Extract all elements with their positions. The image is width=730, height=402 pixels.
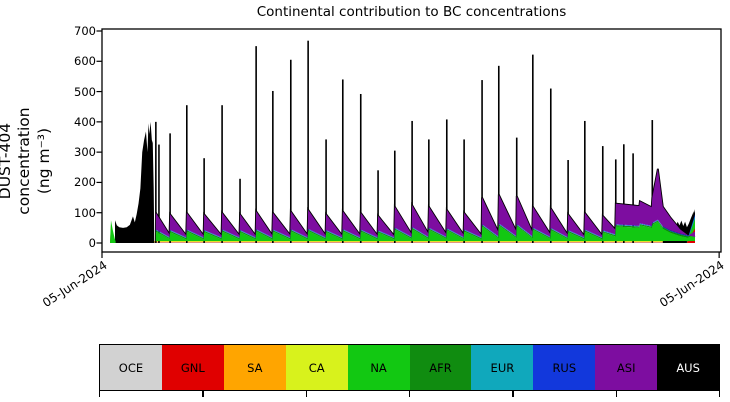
y-tick-label-200: 200 xyxy=(74,175,96,190)
y-tick-label-0: 0 xyxy=(88,236,96,250)
legend-axis-tick xyxy=(409,391,411,397)
legend-item-EUR: EUR xyxy=(471,345,534,390)
y-axis-label-line2: (ng m⁻³) xyxy=(34,127,53,195)
legend: OCE GNL SA CA NA AFR EUR RUS ASI AUS xyxy=(99,344,720,391)
legend-label: GNL xyxy=(180,360,205,375)
y-tick-label-100: 100 xyxy=(74,205,96,220)
legend-label: CA xyxy=(308,360,325,375)
legend-label: NA xyxy=(370,360,387,375)
legend-item-ASI: ASI xyxy=(595,345,658,390)
legend-label: SA xyxy=(247,360,263,375)
legend-item-OCE: OCE xyxy=(100,345,162,390)
y-tick-label-300: 300 xyxy=(74,145,96,160)
legend-item-RUS: RUS xyxy=(533,345,596,390)
legend-label: ASI xyxy=(616,360,636,375)
y-tick-label-700: 700 xyxy=(74,24,96,38)
y-tick-label-600: 600 xyxy=(74,54,96,69)
legend-item-AFR: AFR xyxy=(409,345,472,390)
y-axis-label-line1: DUST-404 concentration xyxy=(0,107,34,215)
legend-label: OCE xyxy=(118,360,144,375)
legend-item-GNL: GNL xyxy=(161,345,224,390)
y-axis-label: DUST-404 concentration (ng m⁻³) xyxy=(0,76,54,246)
legend-axis-tick xyxy=(615,391,618,397)
legend-item-AUS: AUS xyxy=(657,345,720,390)
legend-label: RUS xyxy=(552,360,577,375)
legend-label: EUR xyxy=(490,360,515,375)
legend-axis-tick xyxy=(305,391,308,397)
legend-axis-tick xyxy=(202,391,204,397)
legend-label: AUS xyxy=(676,360,700,375)
legend-item-NA: NA xyxy=(347,345,410,390)
y-tick-label-500: 500 xyxy=(74,84,96,99)
legend-item-CA: CA xyxy=(285,345,348,390)
legend-axis-tick xyxy=(99,391,101,397)
legend-axis-tick xyxy=(512,391,514,397)
legend-axis-tick xyxy=(719,391,721,397)
y-tick-label-400: 400 xyxy=(74,114,96,129)
chart-title: Continental contribution to BC concentra… xyxy=(256,4,567,20)
legend-item-SA: SA xyxy=(223,345,286,390)
legend-label: AFR xyxy=(429,360,452,375)
